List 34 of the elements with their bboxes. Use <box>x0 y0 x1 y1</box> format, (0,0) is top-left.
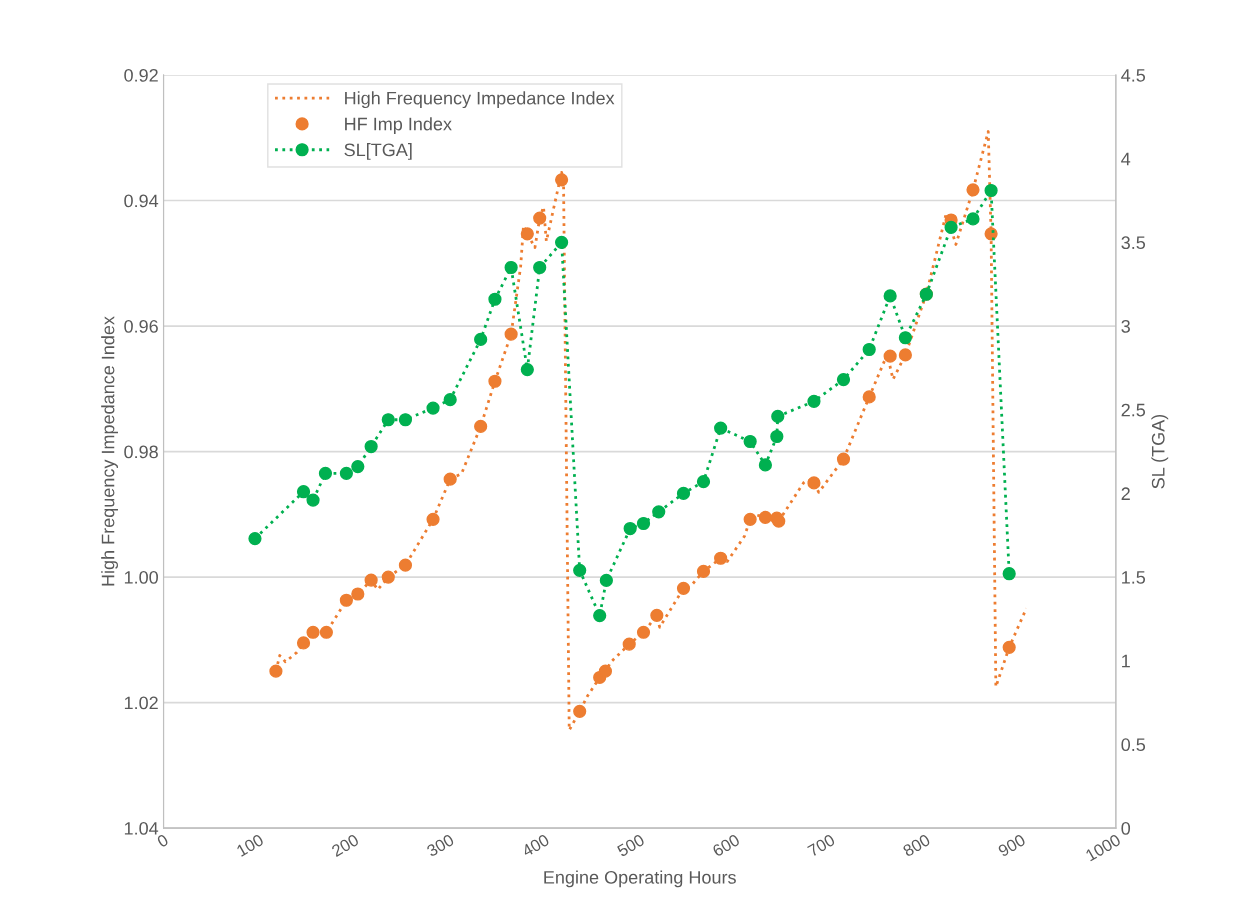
x-tick-label: 0 <box>156 833 170 848</box>
y-tick-label: 0.92 <box>124 68 158 82</box>
y2-tick-label: 1.5 <box>1122 571 1146 584</box>
x-tick-label: 700 <box>807 833 836 858</box>
x-tick-label: 500 <box>616 833 646 858</box>
y2-tick-label: 0 <box>1121 822 1131 835</box>
y-tick-label: 1.04 <box>124 822 159 835</box>
y2-tick-label: 4 <box>1121 152 1131 166</box>
y-tick-label: 1.00 <box>124 570 158 584</box>
y-tick-label: 0.94 <box>124 194 159 208</box>
x-axis-title: Engine Operating Hours <box>544 870 736 888</box>
y-axis-title: High Frequency Impedance Index <box>101 316 118 586</box>
legend-label: SL[TGA] <box>344 143 412 160</box>
y-tick-label: 0.96 <box>124 319 158 333</box>
y2-tick-label: 3 <box>1121 319 1130 333</box>
x-tick-label: 200 <box>330 833 360 858</box>
y2-tick-label: 0.5 <box>1121 738 1146 752</box>
x-tick-label: 100 <box>236 833 265 857</box>
x-tick-label: 1000 <box>1085 833 1122 862</box>
legend-label: High Frequency Impedance Index <box>345 91 615 109</box>
y-tick-label: 0.98 <box>124 445 158 459</box>
y2-tick-label: 2.5 <box>1121 403 1146 417</box>
x-tick-label: 900 <box>997 833 1027 858</box>
x-tick-label: 600 <box>711 833 741 858</box>
y2-tick-label: 3.5 <box>1121 236 1146 250</box>
y2-tick-label: 2 <box>1121 487 1130 500</box>
x-tick-label: 800 <box>902 833 931 858</box>
y2-tick-label: 4.5 <box>1121 69 1146 82</box>
y-tick-label: 1.02 <box>124 696 158 710</box>
x-tick-label: 300 <box>425 833 455 858</box>
y2-tick-label: 1 <box>1122 654 1130 668</box>
y2-axis-title: SL (TGA) <box>1151 414 1169 489</box>
x-tick-label: 400 <box>520 833 551 858</box>
legend-label: HF Imp Index <box>345 117 452 134</box>
